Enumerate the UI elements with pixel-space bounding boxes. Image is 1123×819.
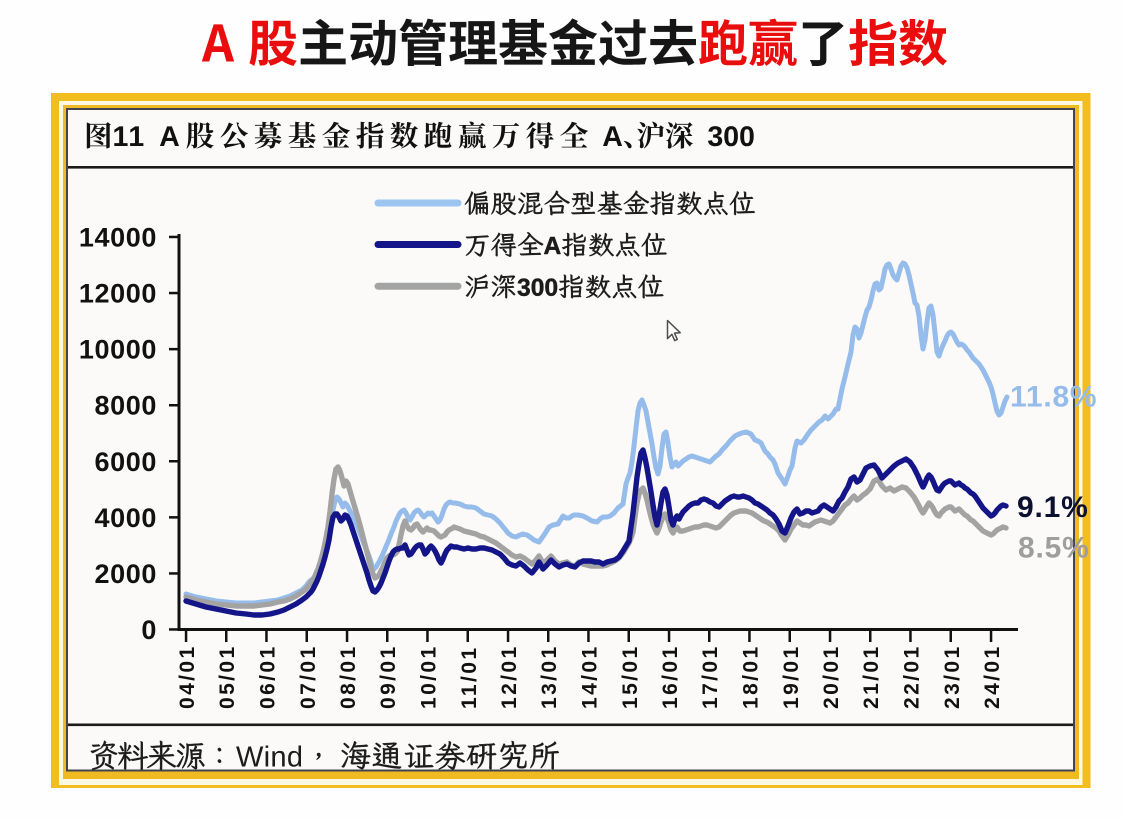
svg-text:13/01: 13/01: [538, 644, 561, 709]
svg-text:11.8%: 11.8%: [1010, 381, 1097, 414]
svg-text:10/01: 10/01: [418, 644, 441, 709]
svg-text:09/01: 09/01: [377, 644, 400, 709]
svg-text:14000: 14000: [79, 223, 157, 253]
svg-text:06/01: 06/01: [257, 644, 280, 709]
svg-text:2000: 2000: [95, 559, 157, 589]
svg-text:05/01: 05/01: [216, 644, 239, 709]
svg-text:12/01: 12/01: [498, 644, 521, 709]
svg-text:6000: 6000: [95, 447, 157, 477]
svg-text:11/01: 11/01: [458, 646, 481, 709]
svg-text:19/01: 19/01: [780, 644, 803, 709]
svg-text:4000: 4000: [95, 503, 157, 533]
svg-text:8000: 8000: [95, 391, 157, 421]
svg-text:08/01: 08/01: [337, 644, 360, 709]
svg-text:14/01: 14/01: [579, 644, 602, 709]
svg-text:20/01: 20/01: [820, 644, 843, 709]
svg-text:04/01: 04/01: [176, 644, 199, 709]
svg-text:9.1%: 9.1%: [1017, 491, 1089, 524]
svg-text:07/01: 07/01: [297, 644, 320, 709]
svg-text:18/01: 18/01: [740, 644, 763, 709]
svg-text:21/01: 21/01: [860, 644, 883, 709]
svg-text:0: 0: [141, 615, 157, 645]
svg-text:15/01: 15/01: [619, 644, 642, 709]
svg-text:24/01: 24/01: [981, 644, 1004, 709]
svg-text:10000: 10000: [79, 335, 157, 365]
svg-text:8.5%: 8.5%: [1018, 532, 1090, 565]
svg-text:17/01: 17/01: [699, 644, 722, 709]
svg-text:12000: 12000: [79, 279, 157, 309]
svg-text:16/01: 16/01: [659, 644, 682, 709]
svg-text:22/01: 22/01: [901, 644, 924, 709]
svg-text:23/01: 23/01: [941, 644, 964, 709]
